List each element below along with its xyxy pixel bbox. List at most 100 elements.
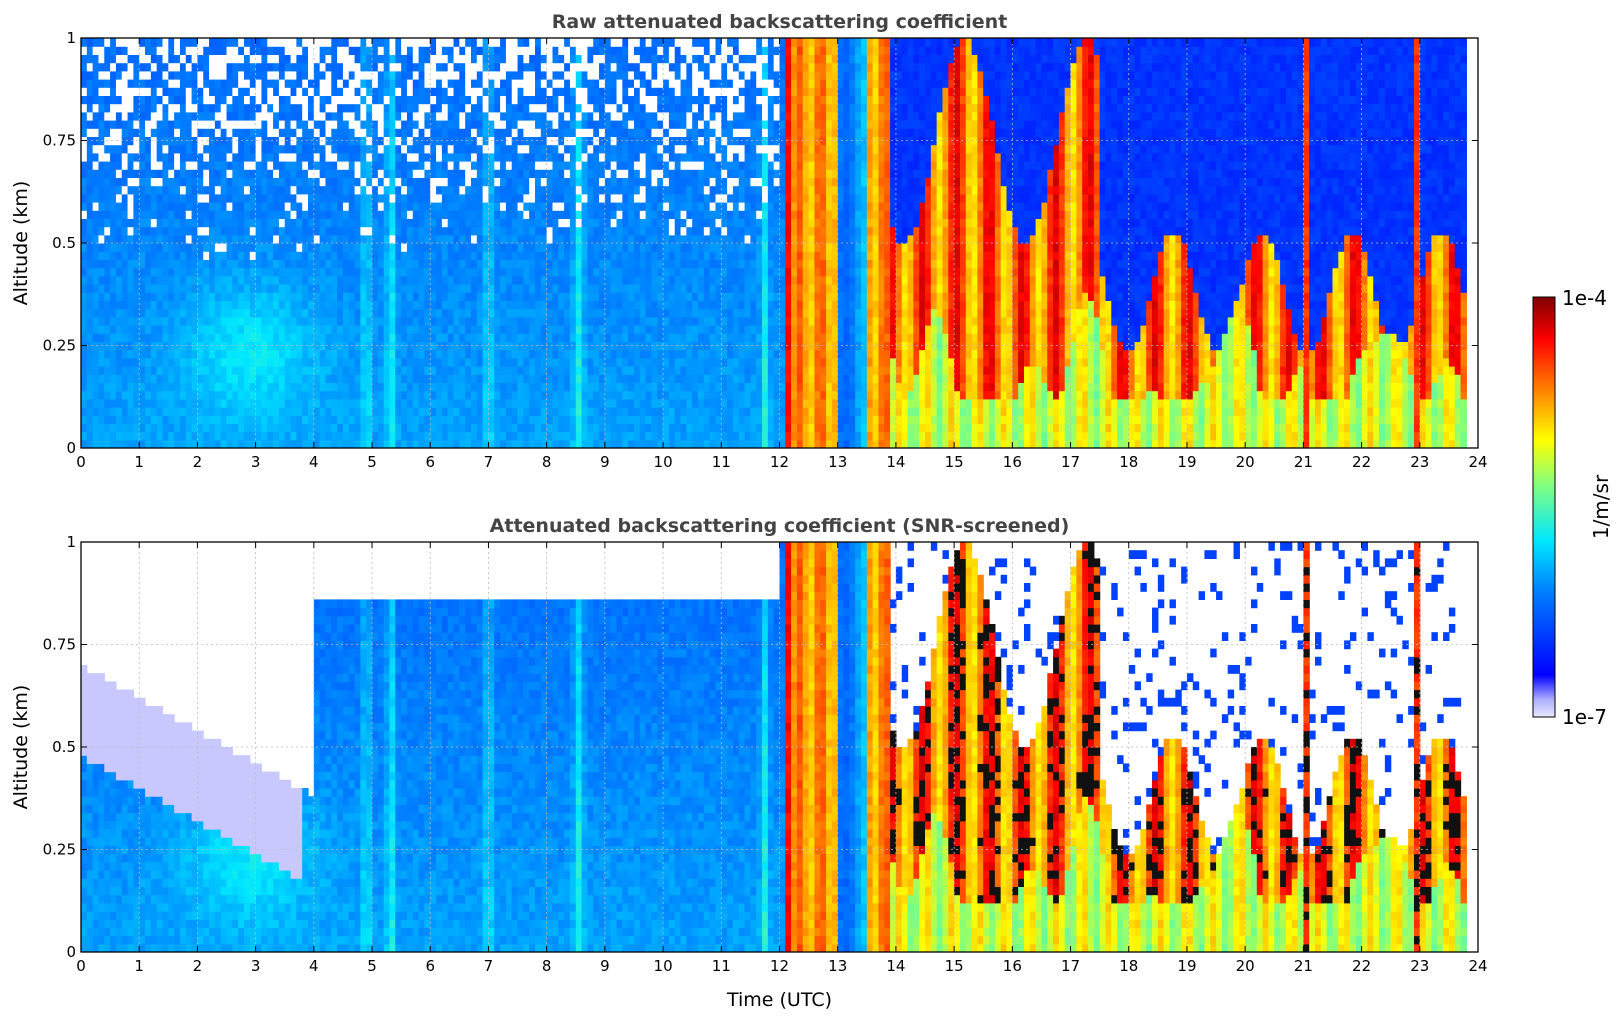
heatmap-cell <box>284 62 292 72</box>
heatmap-cell <box>558 333 565 342</box>
heatmap-cell <box>133 333 140 342</box>
heatmap-cell <box>500 374 507 383</box>
heatmap-cell <box>471 226 478 236</box>
heatmap-cell <box>488 62 495 72</box>
heatmap-cell <box>424 54 431 64</box>
heatmap-cell <box>209 152 216 162</box>
heatmap-cell <box>121 46 129 55</box>
heatmap-cell <box>377 415 385 424</box>
heatmap-cell <box>599 234 606 244</box>
heatmap-cell <box>278 193 286 203</box>
heatmap-cell <box>575 226 583 236</box>
heatmap-cell <box>156 292 164 301</box>
heatmap-cell <box>325 38 332 47</box>
heatmap-cell <box>273 243 280 252</box>
heatmap-cell <box>389 300 396 310</box>
heatmap-cell <box>430 284 437 293</box>
heatmap-cell <box>249 243 257 252</box>
heatmap-cell <box>401 152 408 162</box>
heatmap-cell <box>639 333 647 342</box>
heatmap-cell <box>337 111 344 121</box>
heatmap-cell <box>471 300 478 310</box>
heatmap-cell <box>220 341 228 351</box>
heatmap-cell <box>395 193 402 203</box>
heatmap-cell <box>529 300 536 310</box>
heatmap-cell <box>546 128 554 137</box>
heatmap-cell <box>395 374 402 383</box>
heatmap-cell <box>342 300 350 310</box>
heatmap-cell <box>441 234 449 244</box>
heatmap-cell <box>575 275 583 285</box>
heatmap-cell <box>354 398 361 408</box>
heatmap-cell <box>564 439 571 448</box>
heatmap-cell <box>494 308 501 318</box>
heatmap-cell <box>471 284 478 293</box>
heatmap-cell <box>424 144 431 154</box>
heatmap-cell <box>383 218 391 228</box>
heatmap-cell <box>98 407 105 416</box>
heatmap-cell <box>127 62 134 72</box>
heatmap-cell <box>156 177 164 187</box>
heatmap-cell <box>564 431 571 441</box>
heatmap-cell <box>372 95 379 105</box>
heatmap-cell <box>476 366 484 375</box>
heatmap-cell <box>98 46 105 55</box>
heatmap-cell <box>267 439 274 448</box>
heatmap-cell <box>203 431 210 441</box>
heatmap-cell <box>395 62 402 72</box>
heatmap-cell <box>342 161 350 170</box>
heatmap-cell <box>92 70 100 80</box>
heatmap-cell <box>156 366 164 375</box>
heatmap-cell <box>587 300 594 310</box>
heatmap-cell <box>569 111 577 121</box>
heatmap-cell <box>302 87 309 96</box>
heatmap-cell <box>110 210 117 219</box>
heatmap-cell <box>494 54 501 64</box>
heatmap-cell <box>552 382 559 392</box>
heatmap-cell <box>174 243 181 252</box>
heatmap-cell <box>604 185 612 195</box>
heatmap-cell <box>558 46 565 55</box>
heatmap-cell <box>564 333 571 342</box>
heatmap-cell <box>302 431 309 441</box>
heatmap-cell <box>569 284 577 293</box>
heatmap-cell <box>395 79 402 88</box>
heatmap-cell <box>290 70 297 80</box>
heatmap-cell <box>599 95 606 105</box>
heatmap-cell <box>98 308 105 318</box>
heatmap-cell <box>284 152 292 162</box>
heatmap-cell <box>610 439 618 448</box>
heatmap-cell <box>645 226 653 236</box>
heatmap-cell <box>81 308 88 318</box>
heatmap-cell <box>127 218 134 228</box>
heatmap-cell <box>377 218 385 228</box>
heatmap-cell <box>86 292 94 301</box>
heatmap-cell <box>331 193 338 203</box>
heatmap-cell <box>366 374 373 383</box>
heatmap-cell <box>372 267 379 277</box>
heatmap-cell <box>412 243 420 252</box>
heatmap-cell <box>337 407 344 416</box>
heatmap-cell <box>133 120 140 129</box>
heatmap-cell <box>593 128 600 137</box>
heatmap-cell <box>203 390 210 400</box>
heatmap-cell <box>92 366 100 375</box>
heatmap-cell <box>197 316 204 326</box>
heatmap-cell <box>569 333 577 342</box>
heatmap-cell <box>465 161 472 170</box>
heatmap-cell <box>628 243 635 252</box>
heatmap-cell <box>401 210 408 219</box>
heatmap-cell <box>546 325 554 334</box>
heatmap-cell <box>150 128 158 137</box>
heatmap-cell <box>133 202 140 211</box>
heatmap-cell <box>185 111 193 121</box>
heatmap-cell <box>296 103 303 113</box>
heatmap-cell <box>232 54 239 64</box>
heatmap-cell <box>505 415 513 424</box>
heatmap-cell <box>465 398 472 408</box>
heatmap-cell <box>261 234 268 244</box>
heatmap-cell <box>552 136 559 146</box>
heatmap-cell <box>476 382 484 392</box>
heatmap-cell <box>581 407 589 416</box>
heatmap-cell <box>278 177 286 187</box>
